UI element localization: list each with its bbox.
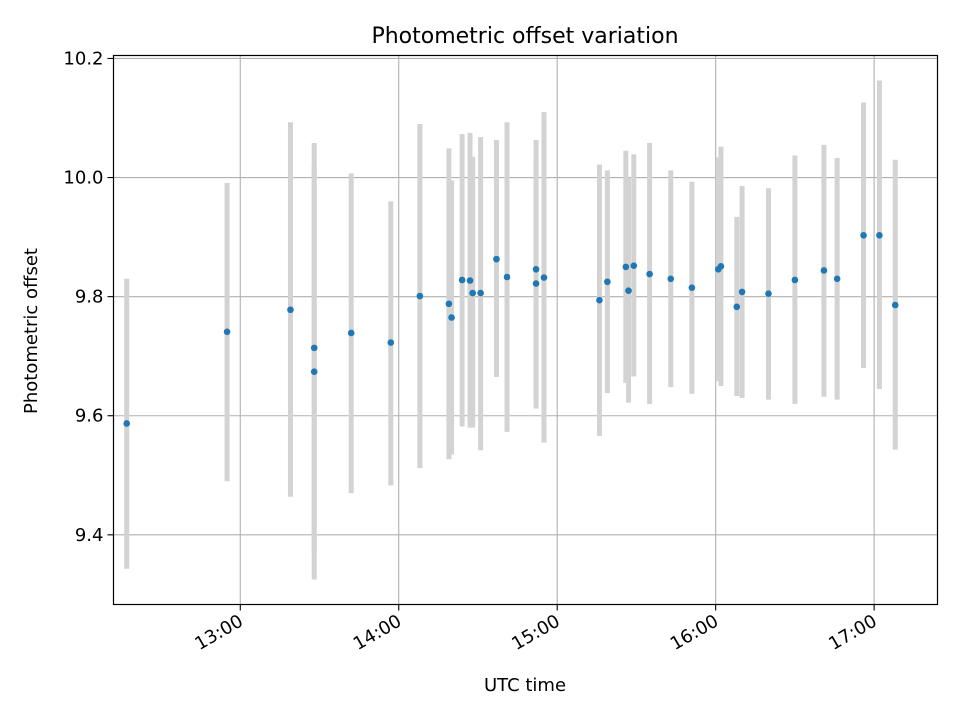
data-point [493,255,500,263]
data-point [540,274,548,281]
point-group [123,232,899,427]
data-point [469,289,476,297]
data-point [733,303,741,311]
chart-title: Photometric offset variation [371,24,678,49]
data-point [625,287,632,295]
data-point [646,270,653,278]
data-point [503,273,511,281]
data-point [833,275,841,283]
data-point [445,300,453,308]
data-point [891,301,899,309]
data-point [622,263,630,271]
data-point [738,288,746,296]
y-axis-label: Photometric offset [21,248,42,414]
data-point [532,265,540,273]
data-point [310,344,318,352]
x-axis-label: UTC time [484,675,566,696]
data-point [596,296,603,304]
data-point [310,368,318,375]
data-point [717,262,725,270]
data-point [448,314,455,321]
data-point [876,232,883,239]
data-point [791,276,799,284]
data-point [477,289,484,297]
data-point [688,284,696,292]
y-tick-label: 9.8 [75,287,104,308]
data-point [604,278,611,286]
y-tick-label: 10.2 [63,48,103,69]
y-tick-label: 9.6 [75,406,104,427]
data-point [223,328,231,336]
grid [113,55,938,605]
data-point [532,280,540,287]
data-point [387,339,395,346]
plot-area-frame [112,54,939,606]
data-point [458,276,466,284]
data-point [820,267,828,274]
data-point [123,420,131,427]
data-point [765,290,772,297]
data-point [860,232,867,239]
data-point [630,262,638,269]
y-tick-label: 10.0 [63,168,103,189]
data-point [287,306,294,314]
data-point [466,277,474,284]
data-point [416,292,424,300]
y-tick-label: 9.4 [75,525,104,546]
data-point [667,275,675,283]
data-point [347,329,355,337]
